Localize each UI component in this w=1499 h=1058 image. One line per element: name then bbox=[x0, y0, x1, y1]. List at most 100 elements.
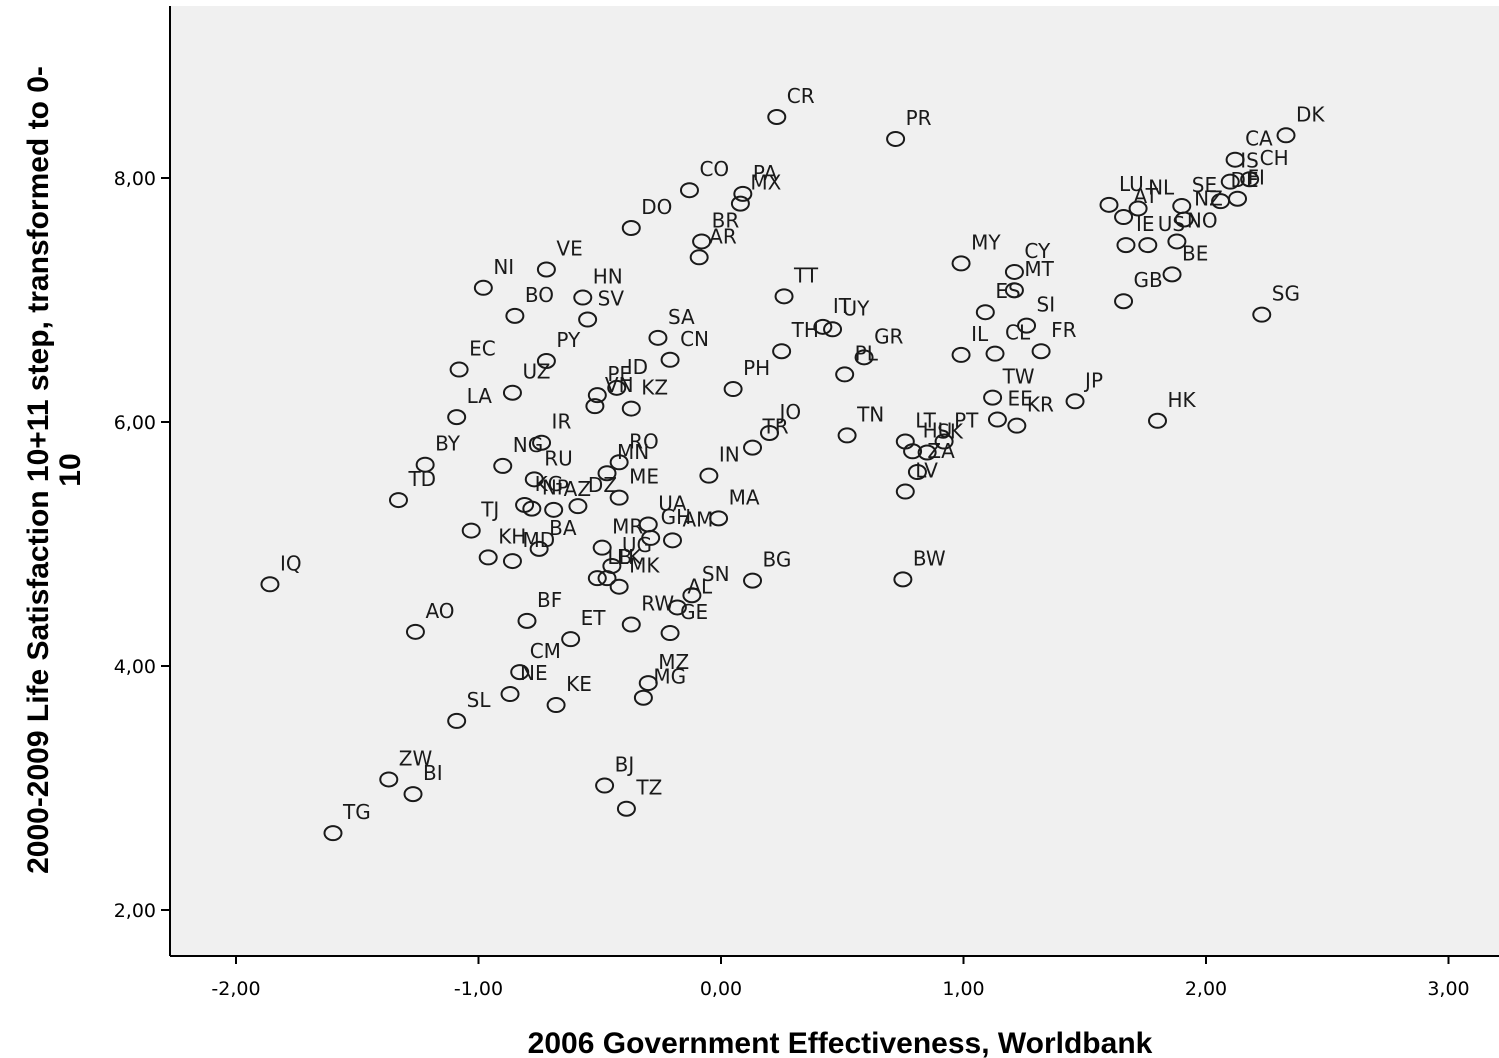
point-label-ke: KE bbox=[566, 672, 592, 696]
point-label-py: PY bbox=[556, 328, 581, 352]
point-label-ru: RU bbox=[544, 446, 573, 470]
data-point-by bbox=[415, 456, 435, 473]
point-label-ne: NE bbox=[520, 661, 548, 685]
point-label-td: TD bbox=[407, 467, 436, 491]
point-label-mk: MK bbox=[629, 554, 660, 578]
data-point-cy bbox=[1004, 263, 1024, 280]
point-label-mx: MX bbox=[750, 171, 781, 195]
data-point-de bbox=[1211, 193, 1231, 210]
data-point-tn bbox=[837, 427, 857, 444]
data-point-br bbox=[692, 233, 712, 250]
data-point-no bbox=[1167, 233, 1187, 250]
data-point-hu bbox=[903, 443, 923, 460]
data-point-bi bbox=[403, 786, 423, 803]
x-tick-label: -1,00 bbox=[454, 978, 503, 1000]
data-point-pt bbox=[934, 433, 954, 450]
data-point-bw bbox=[893, 571, 913, 588]
point-label-ma: MA bbox=[729, 485, 760, 509]
y-axis-title-line-2: 10 bbox=[54, 453, 87, 486]
point-label-do: DO bbox=[641, 195, 672, 219]
point-label-fr: FR bbox=[1051, 318, 1077, 342]
x-tick-label: 2,00 bbox=[1185, 978, 1227, 1000]
data-point-si bbox=[1017, 317, 1037, 334]
point-label-vn: VN bbox=[605, 373, 634, 397]
point-label-ni: NI bbox=[493, 255, 514, 279]
data-point-bg bbox=[743, 572, 763, 589]
point-label-la: LA bbox=[467, 384, 493, 408]
data-point-lu bbox=[1099, 196, 1119, 213]
point-label-gr: GR bbox=[874, 324, 903, 348]
point-label-ro: RO bbox=[629, 429, 659, 453]
point-label-pl: PL bbox=[855, 341, 879, 365]
data-point-cn bbox=[660, 351, 680, 368]
point-label-be: BE bbox=[1182, 241, 1208, 265]
point-label-si: SI bbox=[1037, 293, 1056, 317]
data-point-mk bbox=[609, 578, 629, 595]
data-point-mx bbox=[730, 195, 750, 212]
data-point-mr bbox=[592, 539, 612, 556]
data-point-cl bbox=[985, 345, 1005, 362]
point-label-lv: LV bbox=[915, 459, 938, 483]
point-label-rw: RW bbox=[641, 592, 674, 616]
plot-area bbox=[170, 6, 1499, 956]
data-point-ma bbox=[709, 510, 729, 527]
data-point-gh bbox=[641, 529, 661, 546]
data-point-kh bbox=[478, 549, 498, 566]
data-point-tz bbox=[616, 800, 636, 817]
point-label-at: AT bbox=[1134, 184, 1159, 208]
point-label-sl: SL bbox=[467, 688, 492, 712]
data-point-sk bbox=[917, 444, 937, 461]
data-point-hk bbox=[1148, 412, 1167, 429]
data-point-kz bbox=[621, 400, 641, 417]
point-label-ee: EE bbox=[1007, 387, 1032, 411]
point-label-ch: CH bbox=[1260, 146, 1289, 170]
data-point-co bbox=[679, 182, 699, 199]
data-point-ni bbox=[473, 279, 493, 296]
point-label-ar: AR bbox=[709, 224, 737, 248]
point-label-gb: GB bbox=[1134, 268, 1163, 292]
data-point-cr bbox=[767, 109, 787, 125]
data-point-py bbox=[536, 353, 556, 369]
point-label-uz: UZ bbox=[522, 360, 550, 384]
data-point-nz bbox=[1174, 211, 1194, 228]
data-point-pa bbox=[733, 185, 753, 202]
data-point-np bbox=[522, 500, 542, 517]
data-point-mt bbox=[1004, 282, 1024, 299]
data-point-sl bbox=[447, 712, 467, 729]
point-label-pa: PA bbox=[753, 161, 778, 185]
point-label-kg: KG bbox=[535, 472, 564, 496]
x-tick-label: 3,00 bbox=[1427, 978, 1469, 1000]
y-tick-label: 2,00 bbox=[114, 900, 156, 922]
data-point-pe bbox=[587, 387, 607, 404]
data-point-ao bbox=[405, 623, 425, 640]
point-label-hk: HK bbox=[1168, 388, 1197, 412]
point-label-mz: MZ bbox=[658, 650, 689, 674]
point-label-is: IS bbox=[1240, 149, 1259, 173]
point-label-tt: TT bbox=[793, 263, 819, 287]
point-label-et: ET bbox=[581, 606, 607, 630]
point-label-np: NP bbox=[542, 476, 569, 500]
data-point-ec bbox=[449, 361, 469, 378]
data-point-mn bbox=[597, 465, 617, 482]
point-label-tr: TR bbox=[762, 415, 789, 439]
point-label-by: BY bbox=[435, 432, 461, 456]
point-label-pe: PE bbox=[607, 362, 632, 386]
point-label-cy: CY bbox=[1024, 239, 1051, 263]
data-point-ge bbox=[660, 625, 680, 642]
axis-ticks: -2,00 -1,00 0,00 1,00 2,00 3,00 2,00 4,00 6,00 8,… bbox=[114, 168, 1470, 1000]
data-point-la bbox=[447, 409, 467, 426]
data-point-jp bbox=[1065, 393, 1085, 410]
data-point-al bbox=[667, 599, 687, 616]
data-point-do bbox=[621, 220, 641, 237]
data-point-at bbox=[1114, 209, 1134, 226]
point-label-lk: LK bbox=[617, 545, 642, 569]
data-point-ru bbox=[524, 471, 544, 488]
point-label-fi: FI bbox=[1248, 166, 1265, 190]
point-label-az: AZ bbox=[564, 477, 591, 501]
data-point-az bbox=[544, 501, 564, 518]
data-point-sv bbox=[578, 311, 598, 328]
data-point-td bbox=[388, 492, 408, 509]
data-point-fr bbox=[1031, 343, 1051, 360]
point-label-cn: CN bbox=[680, 327, 709, 351]
